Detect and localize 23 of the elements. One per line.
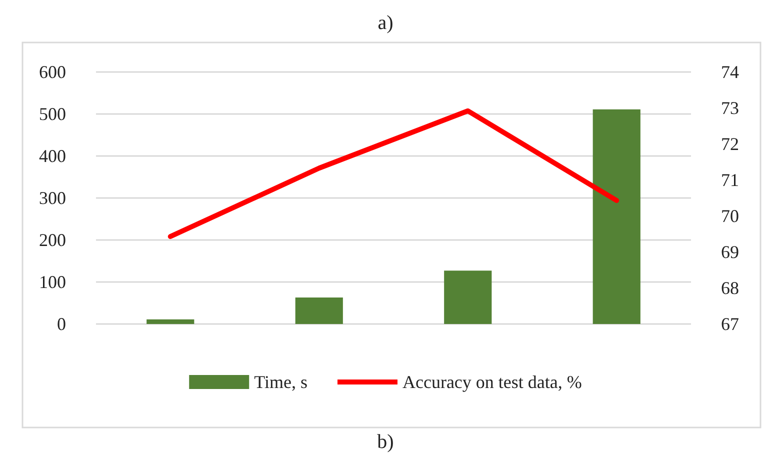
y2-tick-label: 67: [721, 314, 739, 334]
y2-tick-label: 70: [721, 206, 739, 226]
y-tick-label: 0: [57, 314, 66, 334]
chart-title: a): [378, 12, 394, 34]
bar: [592, 109, 640, 324]
y-tick-label: 300: [39, 188, 66, 208]
y2-tick-label: 68: [721, 278, 739, 298]
y-tick-label: 100: [39, 272, 66, 292]
y-tick-label: 200: [39, 230, 66, 250]
bar: [146, 319, 194, 324]
bar: [295, 298, 343, 324]
y-tick-label: 500: [39, 104, 66, 124]
y2-tick-label: 71: [721, 170, 739, 190]
y-tick-label: 600: [39, 62, 66, 82]
y2-tick-label: 69: [721, 242, 739, 262]
bar: [444, 270, 492, 324]
legend-label: Accuracy on test data, %: [402, 372, 582, 392]
y-tick-label: 400: [39, 146, 66, 166]
y2-tick-label: 73: [721, 98, 739, 118]
y2-tick-label: 74: [721, 62, 739, 82]
y2-tick-label: 72: [721, 134, 739, 154]
legend-label: Time, s: [254, 372, 308, 392]
text: b): [377, 431, 394, 453]
